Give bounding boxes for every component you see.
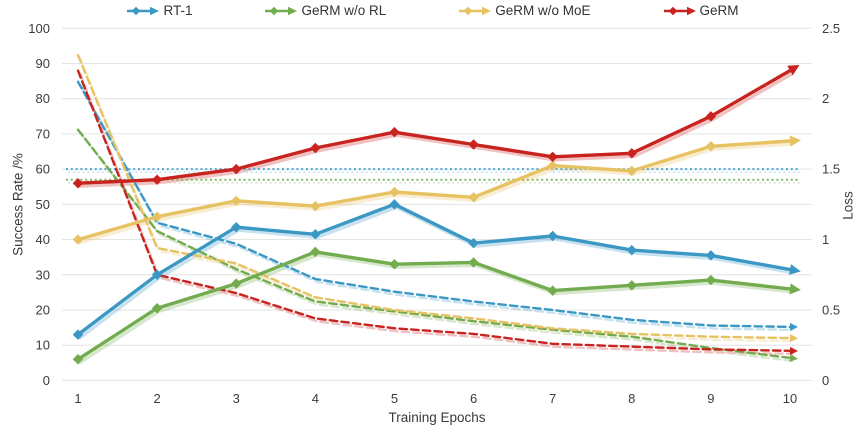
y-right-tick: 1 — [822, 232, 829, 247]
x-tick: 2 — [153, 391, 160, 406]
legend-label: RT-1 — [163, 3, 193, 18]
series-rt-1-loss — [76, 80, 798, 331]
x-tick: 3 — [233, 391, 240, 406]
y-left-tick: 60 — [36, 162, 50, 177]
chart-legend: RT-1 GeRM w/o RL GeRM w/o MoE GeRM — [0, 3, 865, 18]
x-tick: 1 — [74, 391, 81, 406]
legend-item-germ: GeRM — [663, 3, 739, 18]
y-axis-left-title: Success Rate /% — [10, 153, 26, 256]
series-germ-w-o-moe-loss — [76, 53, 798, 343]
x-tick: 10 — [783, 391, 797, 406]
reference-lines — [66, 168, 798, 181]
axis-tick-labels: 0 10 20 30 40 50 60 70 80 90 100 0 0.5 1 1.5 2 2.5 1 2 3 4 5 6… — [28, 21, 840, 406]
y-left-tick: 70 — [36, 126, 50, 141]
legend-line-arrow-icon — [459, 6, 492, 15]
x-tick: 7 — [549, 391, 556, 406]
x-axis-title: Training Epochs — [388, 410, 486, 425]
y-left-tick: 80 — [36, 91, 50, 106]
legend-label: GeRM w/o RL — [301, 3, 387, 18]
legend-line-arrow-icon — [265, 6, 298, 15]
x-tick: 5 — [391, 391, 398, 406]
legend-item-rt-1: RT-1 — [126, 3, 192, 18]
x-tick: 4 — [312, 391, 319, 406]
y-left-tick: 10 — [36, 338, 50, 353]
y-right-tick: 2.5 — [822, 21, 840, 36]
x-tick: 8 — [628, 391, 635, 406]
y-left-tick: 20 — [36, 302, 50, 317]
legend-line-arrow-icon — [663, 6, 696, 15]
y-right-tick: 2 — [822, 91, 829, 106]
y-left-tick: 0 — [43, 373, 50, 388]
y-axis-right-title: Loss — [840, 191, 856, 220]
y-right-tick: 0.5 — [822, 302, 840, 317]
legend-item-germ-w-o-rl: GeRM w/o RL — [264, 3, 386, 18]
legend-label: GeRM — [699, 3, 739, 18]
x-tick: 9 — [707, 391, 714, 406]
y-left-tick: 30 — [36, 267, 50, 282]
y-left-tick: 50 — [36, 197, 50, 212]
series-germ-loss — [76, 69, 798, 355]
y-left-tick: 90 — [36, 56, 50, 71]
legend-line-arrow-icon — [127, 6, 160, 15]
legend-label: GeRM w/o MoE — [495, 3, 591, 18]
legend-item-germ-w-o-moe: GeRM w/o MoE — [458, 3, 591, 18]
y-left-tick: 40 — [36, 232, 50, 247]
y-right-tick: 0 — [822, 373, 829, 388]
y-right-tick: 1.5 — [822, 162, 840, 177]
x-tick: 6 — [470, 391, 477, 406]
y-left-tick: 100 — [28, 21, 50, 36]
